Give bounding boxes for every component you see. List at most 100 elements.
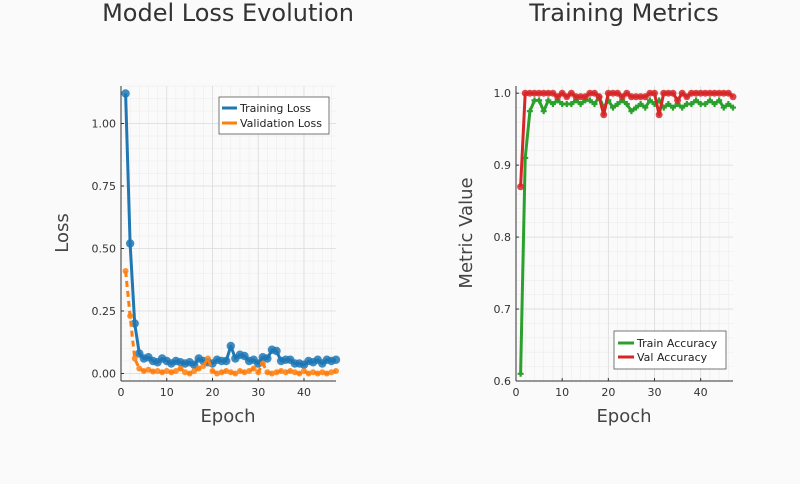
- data-point-train-accuracy: [679, 104, 686, 111]
- data-point-train-accuracy: [642, 104, 649, 111]
- data-point-validation-loss: [278, 368, 285, 374]
- data-point-validation-loss: [333, 368, 339, 374]
- metrics-chart-ticks: 0 10 20 30 40 0.6 0.7 0.8 0.9 1.0: [494, 87, 708, 399]
- data-point-train-accuracy: [669, 104, 676, 111]
- data-point-train-accuracy: [702, 100, 709, 107]
- y-tick-label: 0.6: [494, 375, 512, 388]
- x-tick-label: 10: [160, 386, 174, 399]
- data-point-validation-loss: [168, 369, 175, 376]
- metrics-chart-axes: [515, 86, 733, 382]
- data-point-train-accuracy: [711, 100, 718, 107]
- data-point-val-accuracy: [600, 111, 608, 119]
- data-point-validation-loss: [236, 368, 243, 374]
- data-point-train-accuracy: [693, 97, 700, 104]
- data-point-validation-loss: [268, 370, 275, 377]
- data-point-validation-loss: [191, 368, 198, 374]
- x-tick-label: 10: [555, 386, 569, 399]
- legend-label-training-loss: Training Loss: [239, 102, 311, 115]
- data-point-train-accuracy: [646, 97, 653, 104]
- data-point-validation-loss: [314, 370, 321, 377]
- data-point-validation-loss: [159, 369, 166, 376]
- data-point-train-accuracy: [623, 100, 630, 107]
- y-tick-label: 0.75: [92, 180, 117, 193]
- data-point-val-accuracy: [729, 93, 737, 101]
- loss-chart-axes: [120, 86, 336, 382]
- data-point-training-loss: [263, 354, 272, 363]
- data-point-train-accuracy: [517, 370, 524, 377]
- data-point-validation-loss: [264, 369, 271, 376]
- data-point-train-accuracy: [536, 97, 543, 104]
- data-point-validation-loss: [172, 368, 179, 374]
- data-point-train-accuracy: [609, 104, 616, 111]
- x-tick-label: 30: [648, 386, 662, 399]
- y-tick-label: 0.50: [92, 243, 117, 256]
- x-tick-label: 0: [118, 386, 125, 399]
- data-point-validation-loss: [300, 368, 307, 374]
- data-point-train-accuracy: [628, 108, 635, 115]
- data-point-validation-loss: [204, 355, 211, 362]
- data-point-validation-loss: [145, 366, 152, 373]
- data-point-validation-loss: [310, 369, 317, 376]
- data-point-validation-loss: [296, 370, 303, 377]
- data-point-train-accuracy: [637, 100, 644, 107]
- loss-chart-xlabel: Epoch: [200, 406, 255, 427]
- data-point-validation-loss: [182, 369, 189, 376]
- legend-label-validation-loss: Validation Loss: [240, 117, 322, 130]
- data-point-training-loss: [272, 346, 281, 356]
- data-point-train-accuracy: [591, 100, 598, 107]
- data-point-validation-loss: [305, 370, 312, 377]
- loss-chart: Model Loss Evolution Epoch Loss 0 10 20 30 4…: [52, 0, 354, 427]
- metrics-legend-box: [613, 330, 727, 370]
- y-tick-label: 1.00: [92, 118, 117, 131]
- data-point-validation-loss: [255, 369, 262, 376]
- data-point-validation-loss: [140, 368, 147, 374]
- data-point-validation-loss: [232, 370, 239, 377]
- data-point-validation-loss: [154, 368, 161, 374]
- data-point-training-loss: [331, 355, 341, 364]
- x-tick-label: 40: [297, 386, 311, 399]
- data-point-validation-loss: [177, 365, 184, 372]
- legend-label-val-accuracy: Val Accuracy: [637, 351, 708, 364]
- data-point-training-loss: [254, 359, 263, 368]
- data-point-train-accuracy: [730, 104, 736, 111]
- loss-chart-legend: Training Loss Validation Loss: [218, 96, 330, 135]
- data-point-validation-loss: [218, 369, 225, 376]
- data-point-train-accuracy: [568, 100, 575, 107]
- data-point-val-accuracy: [517, 183, 525, 191]
- y-tick-label: 0.7: [494, 303, 512, 316]
- data-point-validation-loss: [250, 365, 257, 372]
- data-point-val-accuracy: [655, 111, 663, 119]
- loss-chart-grid: [120, 85, 336, 381]
- data-point-training-loss: [226, 341, 235, 351]
- data-point-validation-loss: [282, 369, 289, 376]
- data-point-validation-loss: [150, 368, 157, 375]
- data-point-train-accuracy: [665, 100, 672, 107]
- data-point-validation-loss: [227, 369, 234, 376]
- data-point-validation-loss: [246, 368, 253, 374]
- data-point-validation-loss: [328, 369, 335, 376]
- data-point-training-loss: [222, 356, 231, 366]
- x-tick-label: 30: [251, 386, 265, 399]
- data-point-train-accuracy: [716, 97, 723, 104]
- y-tick-label: 0.8: [494, 231, 512, 244]
- loss-chart-series: [121, 89, 341, 377]
- data-point-train-accuracy: [577, 100, 584, 107]
- data-point-train-accuracy: [725, 100, 732, 107]
- y-tick-label: 0.25: [92, 305, 117, 318]
- data-point-train-accuracy: [545, 97, 552, 104]
- x-tick-label: 20: [601, 386, 615, 399]
- data-point-validation-loss: [291, 369, 298, 376]
- data-point-validation-loss: [209, 368, 216, 374]
- loss-chart-ylabel: Loss: [52, 213, 73, 252]
- data-point-train-accuracy: [633, 104, 640, 111]
- data-point-validation-loss: [186, 370, 193, 377]
- metrics-chart: Training Metrics Epoch Metric Value 0 10 2…: [456, 0, 737, 427]
- data-point-validation-loss: [163, 368, 170, 374]
- data-point-validation-loss: [223, 368, 230, 374]
- data-point-validation-loss: [195, 365, 202, 372]
- metrics-chart-title: Training Metrics: [528, 0, 718, 27]
- data-point-training-loss: [125, 239, 135, 248]
- data-point-val-accuracy: [669, 89, 677, 97]
- metrics-chart-xlabel: Epoch: [596, 406, 651, 427]
